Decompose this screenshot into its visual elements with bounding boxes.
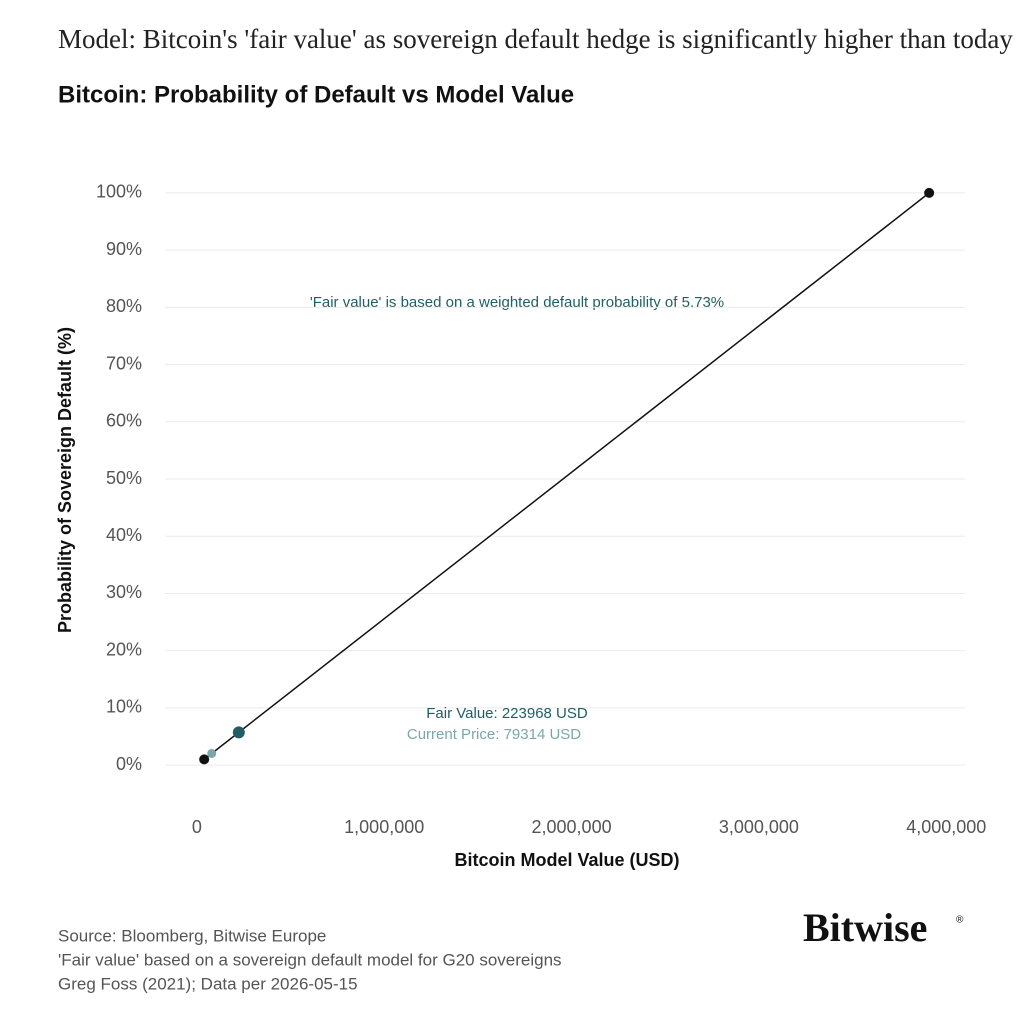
y-tick-label: 60%	[106, 411, 142, 431]
x-tick-label: 3,000,000	[719, 817, 799, 837]
footer-line: 'Fair value' based on a sovereign defaul…	[58, 950, 562, 969]
y-tick-label: 100%	[96, 182, 142, 202]
chart-title: Bitcoin: Probability of Default vs Model…	[58, 81, 574, 108]
y-tick-label: 40%	[106, 525, 142, 545]
point	[924, 187, 935, 198]
highlight-point	[232, 726, 245, 739]
logo-mark: ®	[956, 915, 964, 926]
y-tick-label: 80%	[106, 296, 142, 316]
point-label: Current Price: 79314 USD	[407, 726, 581, 743]
footer-line: Source: Bloomberg, Bitwise Europe	[58, 926, 326, 945]
point	[199, 754, 210, 765]
y-tick-label: 30%	[106, 582, 142, 602]
x-tick-label: 2,000,000	[532, 817, 612, 837]
annotation: 'Fair value' is based on a weighted defa…	[310, 294, 724, 311]
line	[203, 192, 930, 760]
highlight-point	[207, 748, 217, 758]
headline: Model: Bitcoin's 'fair value' as soverei…	[58, 24, 1013, 54]
point-label: Fair Value: 223968 USD	[426, 705, 588, 722]
x-tick-label: 4,000,000	[906, 817, 986, 837]
y-tick-label: 20%	[106, 639, 142, 659]
y-tick-label: 90%	[106, 239, 142, 259]
logo: Bitwise	[803, 905, 927, 950]
x-axis-label: Bitcoin Model Value (USD)	[454, 850, 679, 870]
x-tick-label: 0	[192, 817, 202, 837]
y-tick-label: 70%	[106, 353, 142, 373]
y-tick-label: 50%	[106, 468, 142, 488]
footer-line: Greg Foss (2021); Data per 2026-05-15	[58, 974, 358, 993]
y-tick-label: 10%	[106, 697, 142, 717]
y-tick-label: 0%	[116, 754, 142, 774]
x-tick-label: 1,000,000	[344, 817, 424, 837]
y-axis-label: Probability of Sovereign Default (%)	[55, 327, 75, 633]
